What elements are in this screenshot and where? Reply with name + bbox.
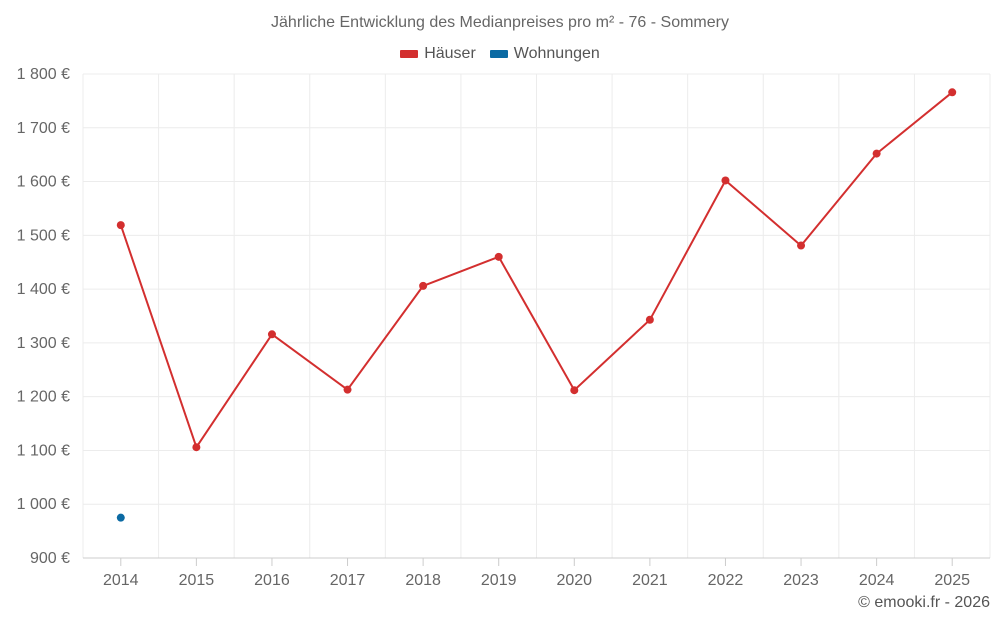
x-tick-label: 2016 (254, 572, 290, 589)
legend: Häuser Wohnungen (0, 45, 1000, 63)
data-point-0-2021 (645, 315, 654, 324)
data-point-0-2016 (267, 330, 276, 339)
credit-text: © emooki.fr - 2026 (858, 594, 990, 611)
x-tick-label: 2020 (556, 572, 592, 589)
legend-item-wohnungen[interactable]: Wohnungen (489, 45, 600, 63)
y-tick-label: 1 000 € (17, 496, 70, 513)
y-tick-label: 1 400 € (17, 281, 70, 298)
x-tick-label: 2014 (103, 572, 139, 589)
x-tick-label: 2018 (405, 572, 441, 589)
data-point-1-2014 (116, 513, 125, 522)
y-tick-label: 900 € (30, 550, 70, 567)
y-tick-label: 1 200 € (17, 389, 70, 406)
legend-label-wohnungen: Wohnungen (513, 45, 600, 62)
data-point-0-2022 (721, 176, 730, 185)
x-tick-label: 2023 (783, 572, 819, 589)
x-tick-label: 2021 (632, 572, 668, 589)
y-tick-label: 1 300 € (17, 335, 70, 352)
y-tick-label: 1 800 € (17, 66, 70, 83)
chart-title: Jährliche Entwicklung des Medianpreises … (271, 14, 729, 31)
data-point-0-2025 (948, 88, 957, 97)
axes: 900 € 1 000 € 1 100 € 1 200 € 1 300 € 1 400 €… (17, 66, 990, 589)
x-tick-label: 2025 (934, 572, 970, 589)
y-tick-label: 1 700 € (17, 120, 70, 137)
data-point-0-2017 (343, 385, 352, 394)
series-line-0 (119, 91, 953, 449)
grid (82, 73, 991, 558)
y-tick-label: 1 600 € (17, 174, 70, 191)
data-point-0-2019 (494, 252, 503, 261)
data-point-0-2020 (570, 386, 579, 395)
y-tick-label: 1 500 € (17, 227, 70, 244)
x-tick-label: 2019 (481, 572, 517, 589)
x-tick-label: 2017 (330, 572, 366, 589)
y-tick-label: 1 100 € (17, 442, 70, 459)
data-point-0-2015 (192, 443, 201, 452)
x-tick-label: 2022 (708, 572, 744, 589)
data-point-0-2014 (116, 221, 125, 230)
series (116, 88, 957, 522)
data-point-0-2023 (797, 241, 806, 250)
x-tick-label: 2015 (179, 572, 215, 589)
legend-label-haeuser: Häuser (424, 45, 476, 62)
data-point-0-2024 (872, 149, 881, 158)
legend-swatch-wohnungen (489, 50, 508, 58)
legend-item-haeuser[interactable]: Häuser (400, 45, 476, 63)
x-tick-label: 2024 (859, 572, 895, 589)
data-point-0-2018 (419, 281, 428, 290)
legend-swatch-haeuser (400, 50, 419, 58)
